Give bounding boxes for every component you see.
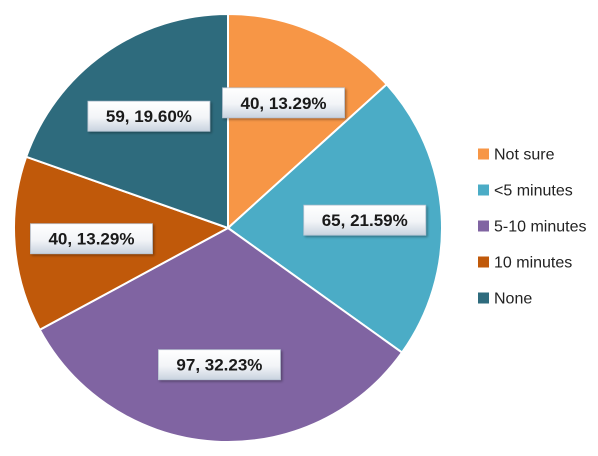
data-label-text: 97, 32.23% (176, 356, 262, 375)
legend-item-5-10-minutes: 5-10 minutes (478, 219, 587, 236)
legend-item-10-minutes: 10 minutes (478, 255, 572, 272)
pie-data-labels: 40, 13.29% 65, 21.59% 97, 32.23% 40, 13.29%… (30, 87, 427, 381)
legend-swatch (478, 148, 489, 160)
legend-swatch (478, 184, 489, 196)
data-label-box (158, 349, 281, 381)
legend-item-none: None (478, 291, 532, 308)
legend-label: 10 minutes (494, 255, 572, 272)
pie-slice-not-sure (227, 12, 389, 231)
data-label-text: 65, 21.59% (322, 211, 408, 230)
data-label-box (222, 87, 345, 119)
legend-label: 5-10 minutes (494, 219, 587, 236)
data-label-box (87, 100, 211, 132)
data-label-10-minutes: 40, 13.29% (30, 223, 153, 255)
legend-label: <5 minutes (494, 183, 573, 200)
legend-label: Not sure (494, 147, 555, 164)
data-label-text: 40, 13.29% (241, 94, 327, 113)
data-label-lt-5-minutes: 65, 21.59% (303, 204, 427, 236)
data-label-box (303, 204, 427, 236)
data-label-none: 59, 19.60% (87, 100, 211, 132)
data-label-5-10-minutes: 97, 32.23% (158, 349, 281, 381)
legend-swatch (478, 292, 489, 304)
data-label-box (30, 223, 153, 255)
data-label-text: 59, 19.60% (106, 107, 192, 126)
legend-item-not-sure: Not sure (478, 147, 555, 164)
data-label-not-sure: 40, 13.29% (222, 87, 345, 119)
legend-swatch (478, 220, 489, 232)
legend-item-lt-5-minutes: <5 minutes (478, 183, 573, 200)
legend-label: None (494, 291, 532, 308)
data-label-text: 40, 13.29% (48, 230, 134, 249)
legend-swatch (478, 256, 489, 268)
legend: Not sure <5 minutes 5-10 minutes 10 minutes… (478, 147, 587, 308)
